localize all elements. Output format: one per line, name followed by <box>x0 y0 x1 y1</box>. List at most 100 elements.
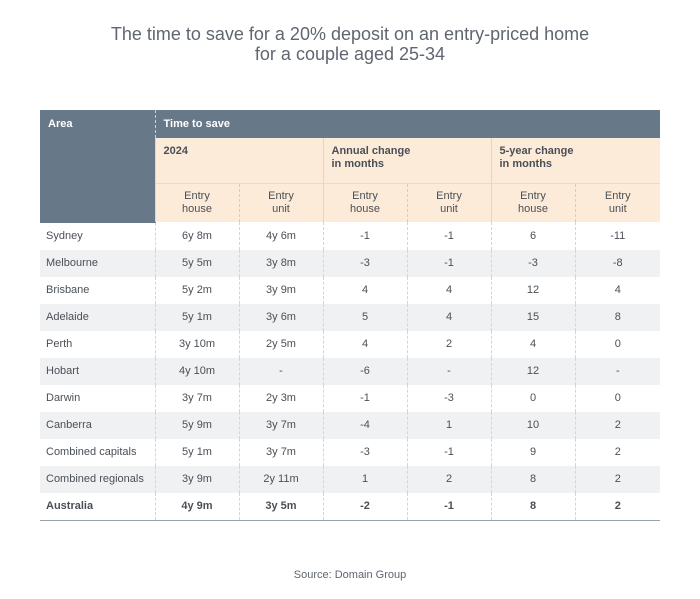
cell-house-5yr: 6 <box>490 222 575 250</box>
cell-unit-annual: 1 <box>406 411 491 439</box>
table-row: Canberra 5y 9m 3y 7m -4 1 10 2 <box>40 411 661 439</box>
cell-house-2024: 5y 1m <box>154 303 239 331</box>
cell-unit-5yr: 2 <box>574 411 661 439</box>
cell-unit-5yr: - <box>574 357 661 385</box>
cell-unit-annual: -3 <box>406 384 491 412</box>
cell-house-5yr: 8 <box>490 465 575 493</box>
cell-house-annual: -4 <box>322 411 407 439</box>
cell-house-2024: 5y 1m <box>154 438 239 466</box>
cell-house-annual: -6 <box>322 357 407 385</box>
cell-unit-5yr: -11 <box>574 222 661 250</box>
table-row: Darwin 3y 7m 2y 3m -1 -3 0 0 <box>40 384 661 412</box>
cell-house-5yr: 15 <box>490 303 575 331</box>
cell-house-2024: 5y 2m <box>154 276 239 304</box>
header-entry-unit-5yr: Entry unit <box>574 183 661 222</box>
cell-area: Perth <box>46 338 73 350</box>
cell-house-annual: 4 <box>322 276 407 304</box>
cell-unit-5yr: 2 <box>574 465 661 493</box>
cell-area: Hobart <box>40 357 155 385</box>
cell-area: Adelaide <box>40 303 155 331</box>
cell-house-5yr: 12 <box>490 357 575 385</box>
header-entry-unit-2024: Entry unit <box>238 183 323 222</box>
cell-unit-2024: 2y 11m <box>238 465 323 493</box>
header-entry-house-2024: Entry house <box>154 183 239 222</box>
cell-area: Melbourne <box>40 249 155 277</box>
cell-unit-5yr: 2 <box>574 438 661 466</box>
header-group-5yr-change: 5-year change in months <box>490 138 661 184</box>
cell-area: Sydney <box>46 230 83 242</box>
cell-house-2024: 4y 9m <box>154 492 239 521</box>
table-row: Sydney 6y 8m 4y 6m -1 -1 6 -11 <box>40 222 661 250</box>
table-row: Melbourne 5y 5m 3y 8m -3 -1 -3 -8 <box>40 249 661 277</box>
header-entry-unit-annual: Entry unit <box>406 183 491 222</box>
cell-unit-annual: -1 <box>406 492 491 521</box>
cell-house-annual: -3 <box>322 249 407 277</box>
table-row: Hobart 4y 10m - -6 - 12 - <box>40 357 661 385</box>
cell-house-annual: -1 <box>322 384 407 412</box>
cell-house-2024: 6y 8m <box>154 222 239 250</box>
cell-unit-5yr: 2 <box>574 492 661 521</box>
source-note: Source: Domain Group <box>293 569 407 581</box>
cell-unit-2024: 3y 8m <box>238 249 323 277</box>
cell-unit-5yr: 4 <box>574 276 661 304</box>
cell-house-5yr: -3 <box>490 249 575 277</box>
cell-house-5yr: 0 <box>490 384 575 412</box>
cell-unit-annual: - <box>406 357 491 385</box>
cell-house-annual: 1 <box>322 465 407 493</box>
cell-area: Darwin <box>46 392 81 404</box>
header-group-annual-change: Annual change in months <box>322 138 491 184</box>
cell-unit-5yr: 0 <box>574 384 661 412</box>
cell-unit-2024: 3y 9m <box>238 276 323 304</box>
cell-house-annual: -1 <box>322 222 407 250</box>
cell-unit-2024: 3y 6m <box>238 303 323 331</box>
cell-house-2024: 3y 7m <box>154 384 239 412</box>
header-area: Area <box>40 110 155 223</box>
table-row: Perth 3y 10m 2y 5m 4 2 4 0 <box>40 330 661 358</box>
cell-unit-2024: 3y 7m <box>238 438 323 466</box>
cell-area: Combined capitals <box>46 446 137 458</box>
cell-unit-2024: 3y 7m <box>238 411 323 439</box>
table-row: Adelaide 5y 1m 3y 6m 5 4 15 8 <box>40 303 661 331</box>
cell-house-annual: 4 <box>322 330 407 358</box>
cell-unit-2024: 4y 6m <box>238 222 323 250</box>
cell-unit-annual: 4 <box>406 303 491 331</box>
table-row-total: Australia 4y 9m 3y 5m -2 -1 8 2 <box>40 492 661 521</box>
page-title: The time to save for a 20% deposit on an… <box>0 24 700 64</box>
cell-unit-5yr: 0 <box>574 330 661 358</box>
table-row: Combined regionals 3y 9m 2y 11m 1 2 8 2 <box>40 465 661 493</box>
cell-unit-annual: 4 <box>406 276 491 304</box>
header-entry-house-annual: Entry house <box>322 183 407 222</box>
title-line-1: The time to save for a 20% deposit on an… <box>110 24 590 44</box>
cell-unit-annual: 2 <box>406 330 491 358</box>
cell-unit-2024: - <box>238 357 323 385</box>
cell-house-2024: 3y 10m <box>154 330 239 358</box>
table-row: Combined capitals 5y 1m 3y 7m -3 -1 9 2 <box>40 438 661 466</box>
deposit-table: Area Time to save 2024 Annual change in m… <box>40 110 661 521</box>
cell-house-2024: 4y 10m <box>154 357 239 385</box>
cell-unit-annual: 2 <box>406 465 491 493</box>
header-group-2024: 2024 <box>154 138 323 184</box>
cell-unit-5yr: 8 <box>574 303 661 331</box>
cell-unit-annual: -1 <box>406 438 491 466</box>
cell-house-5yr: 9 <box>490 438 575 466</box>
cell-house-2024: 5y 5m <box>154 249 239 277</box>
cell-house-annual: -3 <box>322 438 407 466</box>
cell-unit-annual: -1 <box>406 249 491 277</box>
cell-house-5yr: 12 <box>490 276 575 304</box>
cell-house-5yr: 10 <box>490 411 575 439</box>
cell-unit-5yr: -8 <box>574 249 661 277</box>
cell-house-annual: 5 <box>322 303 407 331</box>
header-time-to-save: Time to save <box>154 110 661 138</box>
cell-house-5yr: 4 <box>490 330 575 358</box>
cell-house-2024: 3y 9m <box>154 465 239 493</box>
cell-area: Combined regionals <box>40 465 155 493</box>
cell-area: Australia <box>40 492 155 521</box>
table-row: Brisbane 5y 2m 3y 9m 4 4 12 4 <box>40 276 661 304</box>
cell-unit-annual: -1 <box>406 222 491 250</box>
cell-unit-2024: 2y 3m <box>238 384 323 412</box>
cell-area: Brisbane <box>46 284 90 296</box>
cell-house-5yr: 8 <box>490 492 575 521</box>
title-line-2: for a couple aged 25-34 <box>254 44 446 64</box>
cell-unit-2024: 3y 5m <box>238 492 323 521</box>
cell-unit-2024: 2y 5m <box>238 330 323 358</box>
